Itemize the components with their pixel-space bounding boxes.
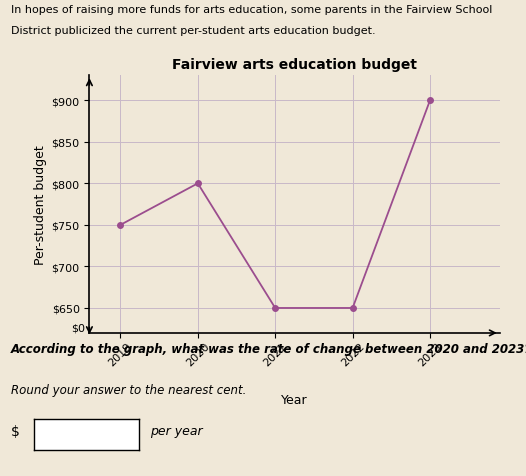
Text: per year: per year [150, 424, 203, 437]
Text: $: $ [11, 424, 19, 438]
Text: In hopes of raising more funds for arts education, some parents in the Fairview : In hopes of raising more funds for arts … [11, 5, 492, 15]
Y-axis label: Per-student budget: Per-student budget [34, 145, 47, 265]
X-axis label: Year: Year [281, 393, 308, 406]
Text: Round your answer to the nearest cent.: Round your answer to the nearest cent. [11, 383, 246, 396]
Title: Fairview arts education budget: Fairview arts education budget [172, 58, 417, 72]
Text: According to the graph, what was the rate of change between 2020 and 2023?: According to the graph, what was the rat… [11, 343, 526, 356]
Text: District publicized the current per-student arts education budget.: District publicized the current per-stud… [11, 26, 375, 36]
Text: $0: $0 [72, 323, 85, 333]
